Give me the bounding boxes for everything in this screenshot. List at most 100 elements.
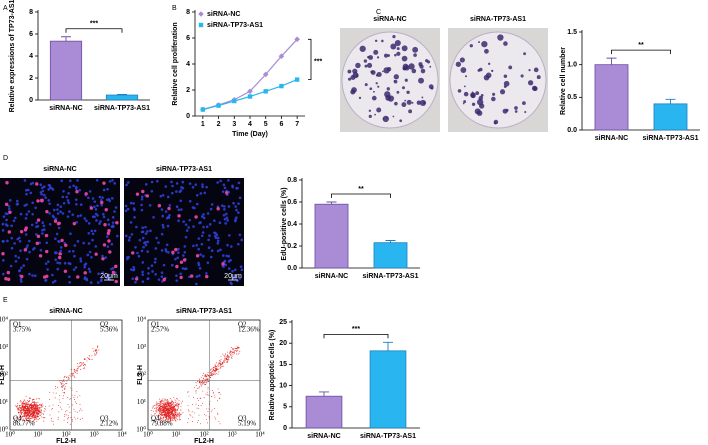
- event: [220, 364, 222, 366]
- event: [198, 387, 200, 389]
- event: [216, 368, 218, 370]
- event: [222, 366, 224, 368]
- nucleus: [144, 225, 147, 229]
- nucleus: [170, 180, 173, 184]
- legend-marker: [198, 22, 204, 28]
- event: [177, 407, 179, 409]
- event: [23, 408, 25, 410]
- event: [163, 402, 165, 404]
- event: [188, 418, 190, 420]
- event: [27, 406, 29, 408]
- event: [187, 422, 189, 424]
- y-tick-label: 4: [186, 61, 190, 68]
- nucleus: [228, 234, 231, 237]
- event: [83, 358, 85, 360]
- event: [40, 410, 42, 412]
- nucleus: [98, 222, 101, 225]
- nucleus: [126, 256, 129, 259]
- y-tick-label: 8: [186, 9, 190, 16]
- event: [76, 368, 78, 369]
- event: [65, 383, 67, 384]
- event: [36, 419, 38, 420]
- event: [25, 410, 26, 412]
- colony: [382, 70, 384, 73]
- nucleus: [188, 182, 192, 185]
- colony: [463, 100, 467, 104]
- event: [41, 404, 42, 406]
- event: [16, 406, 18, 408]
- edu-cell: [89, 206, 94, 210]
- nucleus: [134, 245, 137, 249]
- event: [165, 416, 167, 418]
- event: [33, 413, 35, 415]
- event: [60, 382, 62, 384]
- nucleus: [88, 270, 92, 273]
- nucleus: [126, 181, 130, 184]
- nucleus: [171, 191, 174, 195]
- event: [168, 402, 170, 403]
- event: [73, 408, 75, 410]
- event: [76, 390, 78, 392]
- point: [262, 71, 269, 78]
- event: [30, 416, 32, 418]
- event: [177, 398, 179, 400]
- nucleus: [42, 185, 46, 188]
- nucleus: [151, 270, 154, 273]
- event: [57, 386, 58, 388]
- x-tick-label: 1: [201, 121, 205, 128]
- nucleus: [73, 244, 77, 247]
- nucleus: [157, 278, 161, 281]
- event: [69, 411, 71, 413]
- event: [33, 408, 35, 410]
- gate-percent: 79.88%: [151, 420, 173, 428]
- colony: [503, 41, 508, 46]
- nucleus: [100, 203, 103, 207]
- event: [204, 375, 206, 376]
- nucleus: [72, 184, 75, 188]
- event: [15, 405, 17, 407]
- colony: [477, 69, 481, 72]
- event: [21, 409, 23, 411]
- event: [216, 412, 218, 414]
- event: [212, 373, 214, 375]
- event: [25, 402, 27, 404]
- event: [18, 417, 20, 419]
- event: [151, 410, 153, 412]
- flow-y-tick: 10¹: [0, 398, 8, 406]
- event: [28, 408, 30, 410]
- event: [207, 371, 209, 373]
- nucleus: [193, 206, 196, 210]
- x-tick-label: siRNA-NC: [49, 105, 82, 112]
- event: [175, 400, 177, 402]
- nucleus: [83, 263, 87, 267]
- event: [158, 408, 159, 410]
- nucleus: [183, 267, 187, 271]
- event: [162, 406, 164, 408]
- event: [29, 414, 31, 416]
- event: [156, 406, 158, 408]
- colony: [394, 53, 397, 57]
- colony: [527, 80, 534, 86]
- nucleus: [10, 246, 14, 250]
- event: [18, 406, 20, 408]
- colony: [520, 74, 524, 78]
- event: [76, 370, 78, 372]
- point: [247, 88, 253, 95]
- event: [169, 418, 171, 420]
- event: [34, 405, 36, 407]
- nucleus: [177, 219, 180, 223]
- nucleus: [226, 219, 229, 222]
- event: [208, 394, 210, 396]
- event: [64, 375, 66, 377]
- event: [32, 414, 34, 416]
- event: [38, 410, 40, 412]
- event: [159, 418, 160, 420]
- event: [171, 407, 173, 409]
- nucleus: [79, 203, 83, 206]
- event: [163, 409, 165, 411]
- nucleus: [59, 249, 62, 253]
- event: [71, 394, 73, 396]
- nucleus: [90, 229, 94, 233]
- event: [77, 366, 79, 368]
- event: [219, 367, 221, 368]
